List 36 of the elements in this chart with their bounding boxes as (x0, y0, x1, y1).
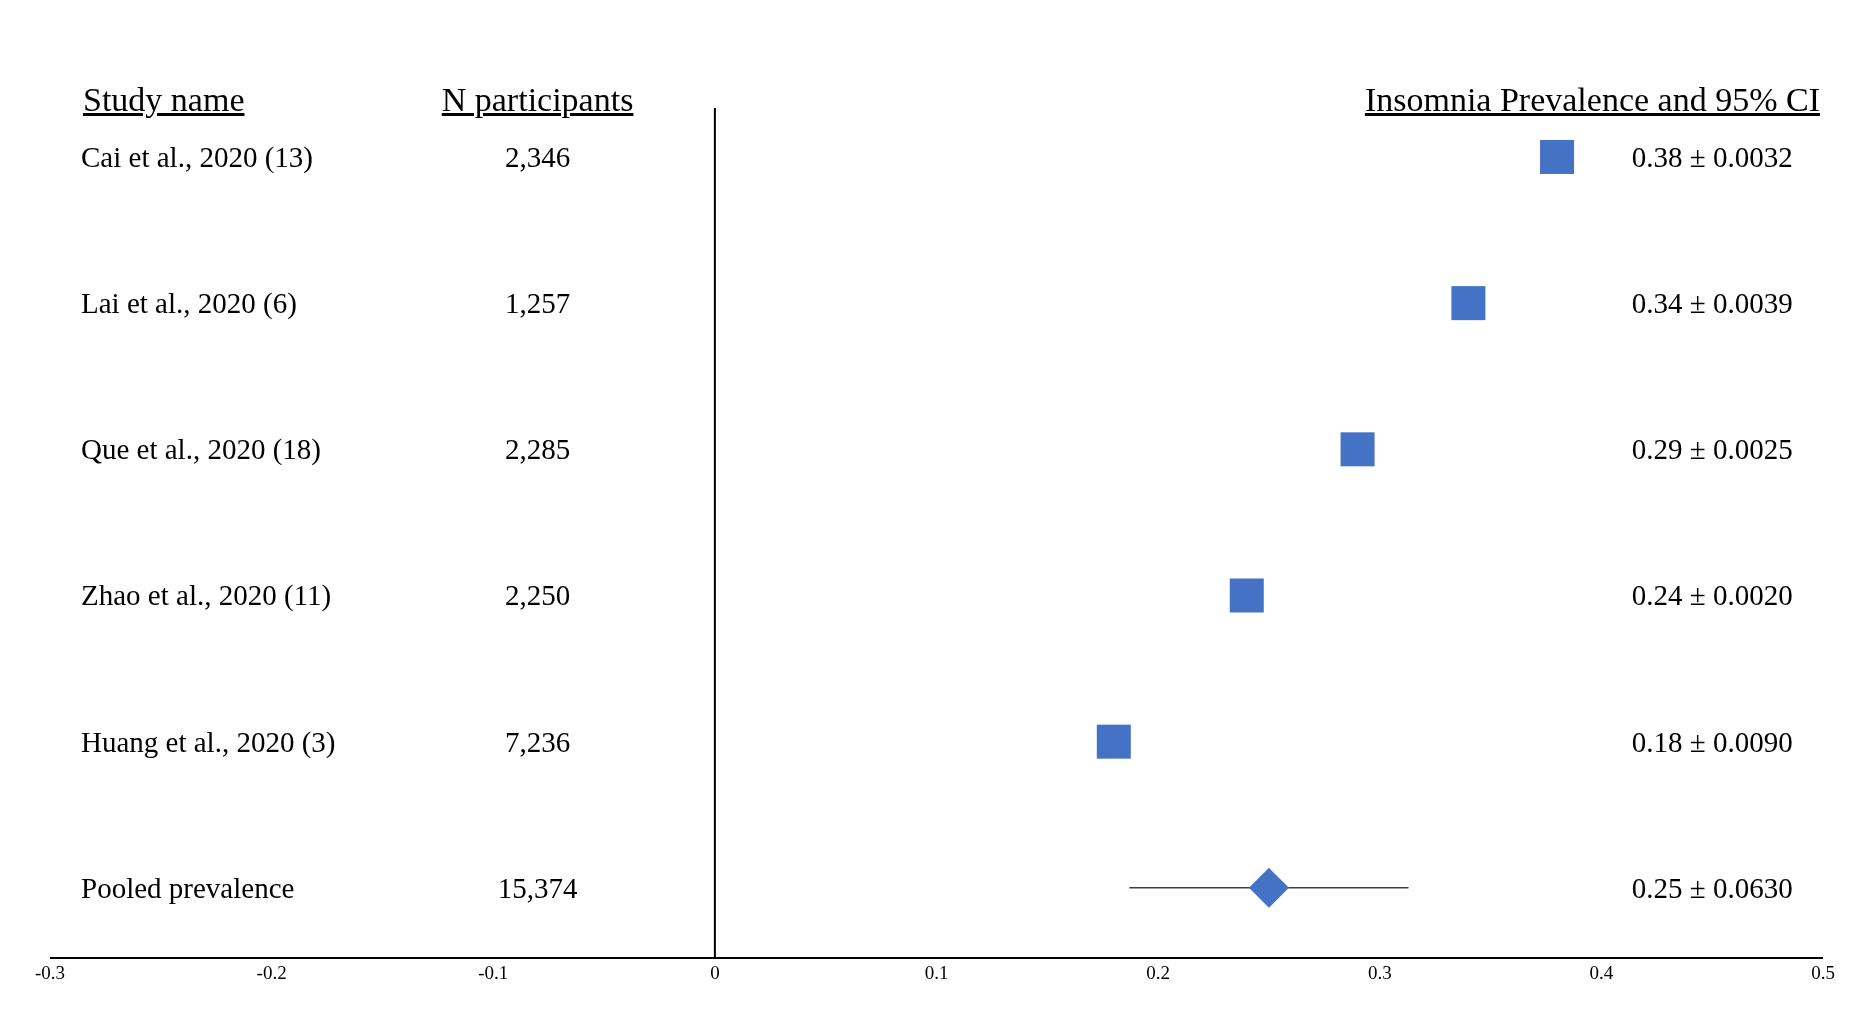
annotation: 1,257 (504, 286, 571, 320)
annotation: 0.25 ± 0.0630 (1631, 871, 1793, 905)
x-tick-label: -0.1 (478, 962, 509, 984)
annotation: 0.38 ± 0.0032 (1631, 140, 1793, 174)
x-tick-label: 0.1 (924, 962, 949, 984)
x-tick-label: 0 (710, 962, 720, 984)
x-tick-label: -0.3 (34, 962, 66, 984)
point (1340, 432, 1375, 467)
y-tick-label: Lai et al., 2020 (6) (81, 286, 297, 320)
annotation: Study name (83, 81, 245, 119)
point (1096, 724, 1131, 759)
point (1248, 867, 1289, 908)
x-tick-label: 0.4 (1589, 962, 1614, 984)
annotation: 0.29 ± 0.0025 (1631, 432, 1793, 466)
x-tick-label: 0.2 (1146, 962, 1170, 984)
x-tick-label: -0.2 (256, 962, 287, 984)
annotation: Insomnia Prevalence and 95% CI (1364, 81, 1820, 119)
annotation: 7,236 (504, 725, 571, 759)
annotation: N participants (441, 81, 634, 119)
annotation: 2,346 (504, 140, 571, 174)
y-tick-label: Que et al., 2020 (18) (81, 432, 321, 466)
point (1540, 139, 1575, 174)
y-tick-label: Zhao et al., 2020 (11) (81, 578, 332, 612)
y-tick-label: Huang et al., 2020 (3) (81, 725, 336, 759)
y-tick-label: Pooled prevalence (81, 871, 295, 905)
annotation: 0.34 ± 0.0039 (1631, 286, 1793, 320)
annotation: 15,374 (497, 871, 578, 905)
point (1229, 578, 1264, 613)
x-tick-label: 0.3 (1367, 962, 1392, 984)
x-tick-label: 0.5 (1811, 962, 1835, 984)
annotation: 0.24 ± 0.0020 (1631, 578, 1793, 612)
point (1451, 286, 1486, 321)
annotation: 2,285 (504, 432, 571, 466)
annotation: 2,250 (504, 578, 571, 612)
annotation: 0.18 ± 0.0090 (1631, 725, 1793, 759)
y-tick-label: Cai et al., 2020 (13) (81, 140, 313, 174)
